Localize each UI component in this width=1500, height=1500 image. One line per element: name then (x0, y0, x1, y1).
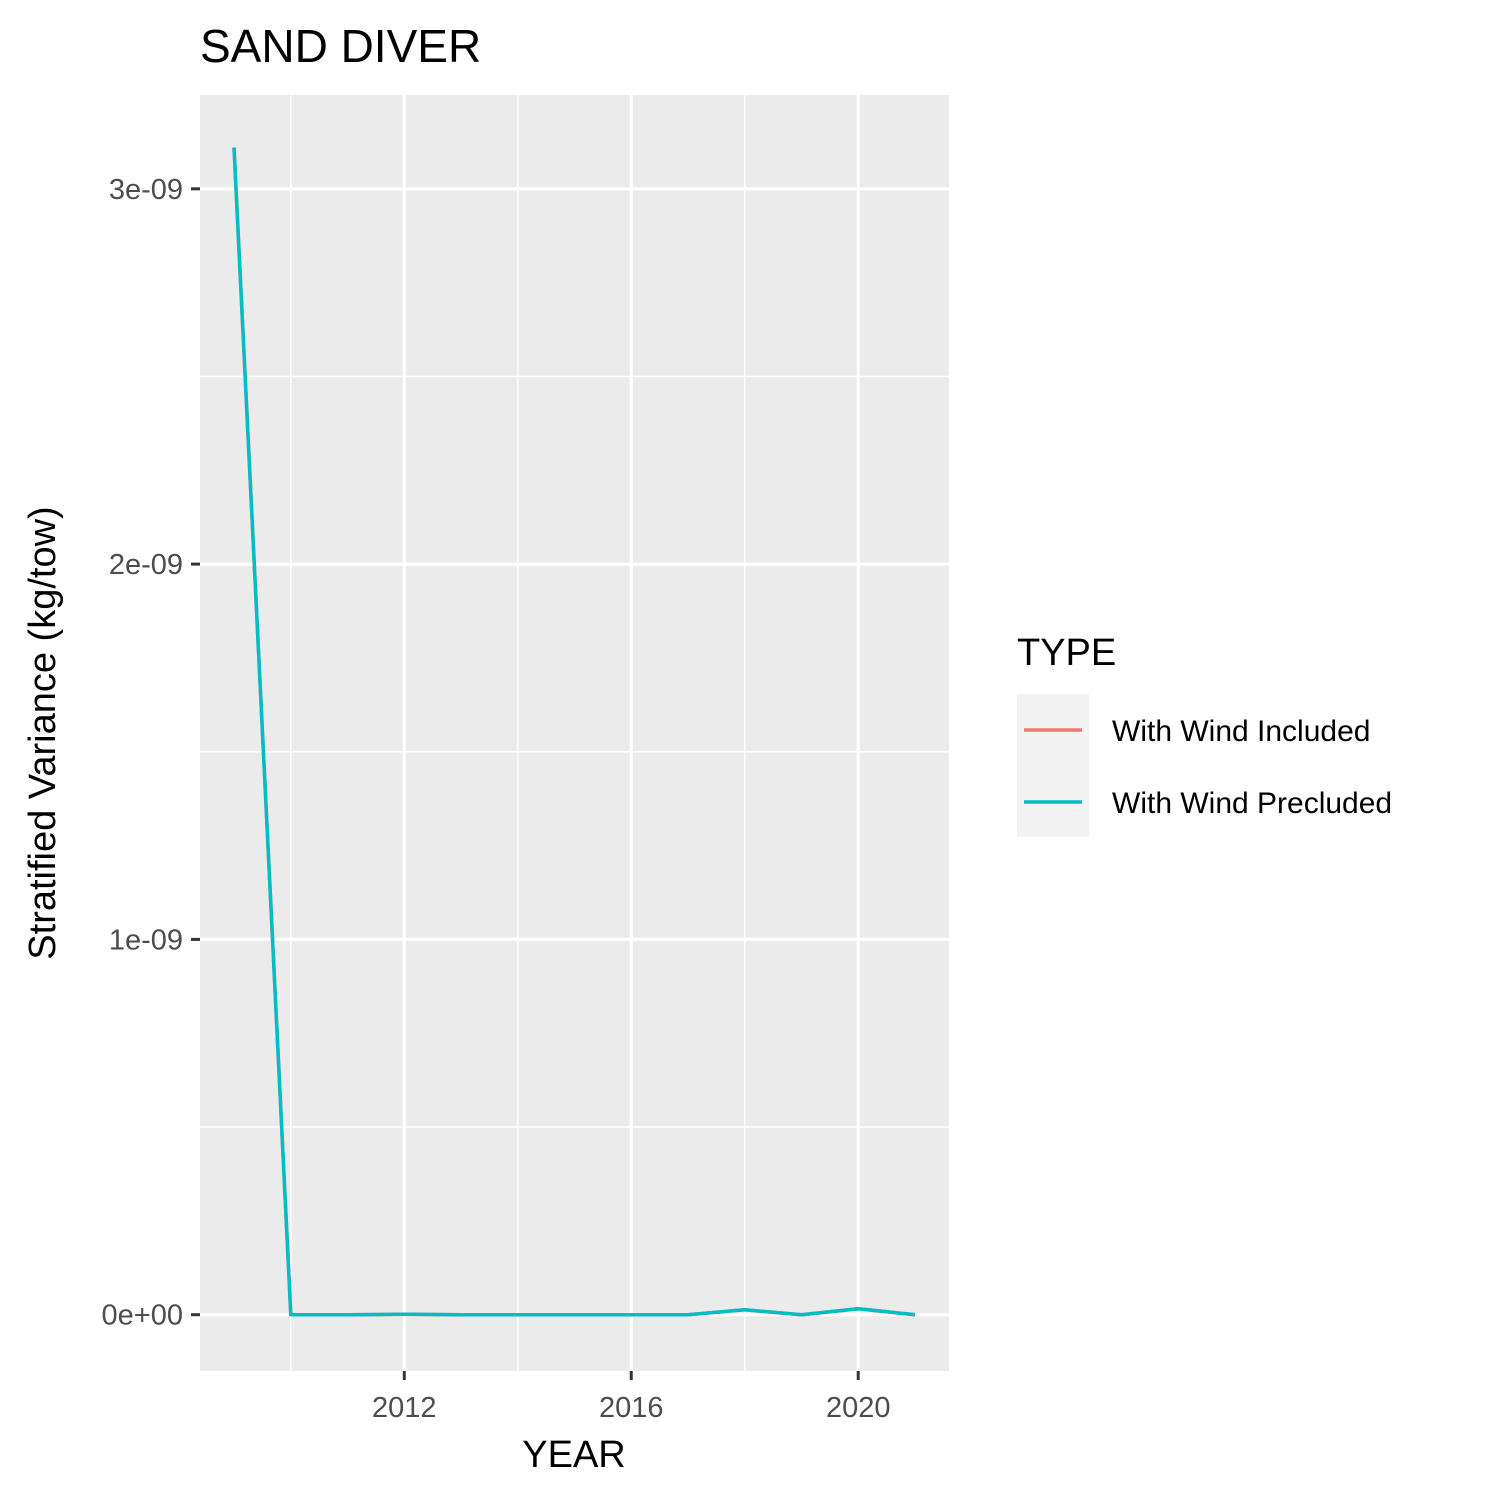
series-lines (232, 147, 916, 1317)
x-tick-label: 2020 (826, 1392, 891, 1424)
legend: TYPE With Wind Included With Wind Preclu… (1017, 632, 1392, 837)
legend-label-with-wind-precluded: With Wind Precluded (1112, 787, 1392, 820)
major-gridlines (200, 95, 949, 1371)
series-line-with-wind-precluded (232, 147, 916, 1317)
y-tick-label: 1e-09 (109, 924, 183, 956)
y-axis-title: Stratified Variance (kg/tow) (22, 506, 64, 959)
minor-gridlines (200, 95, 949, 1371)
chart-title: SAND DIVER (200, 20, 481, 72)
x-axis-title: YEAR (522, 1434, 625, 1476)
x-axis: 2012 2016 2020 (372, 1371, 890, 1424)
y-tick-label: 2e-09 (109, 549, 183, 581)
legend-title: TYPE (1017, 632, 1116, 674)
x-tick-label: 2016 (599, 1392, 664, 1424)
y-tick-label: 0e+00 (102, 1300, 183, 1332)
y-axis: 0e+00 1e-09 2e-09 3e-09 (102, 174, 200, 1332)
y-tick-label: 3e-09 (109, 174, 183, 206)
legend-label-with-wind-included: With Wind Included (1112, 715, 1370, 748)
legend-key-background (1017, 694, 1089, 837)
x-tick-label: 2012 (372, 1392, 437, 1424)
plot-panel (200, 95, 949, 1371)
